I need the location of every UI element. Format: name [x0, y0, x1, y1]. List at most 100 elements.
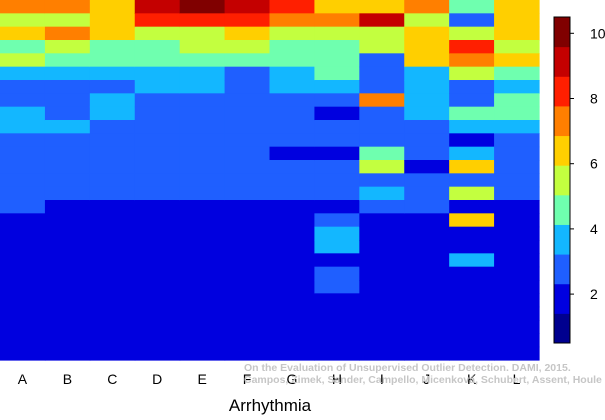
heatmap-cell: [44, 280, 91, 294]
heatmap-cell: [269, 133, 316, 148]
heatmap-cell: [224, 66, 271, 81]
heatmap-cell: [314, 13, 360, 28]
heatmap-cell: [314, 253, 360, 268]
heatmap-cell: [44, 53, 91, 68]
heatmap-cell: [359, 0, 405, 14]
heatmap-cell: [314, 106, 360, 121]
heatmap-cell: [269, 280, 316, 294]
heatmap-cell: [359, 106, 405, 121]
heatmap-cell: [314, 306, 360, 321]
heatmap-cell: [89, 200, 136, 214]
watermark-line-1: On the Evaluation of Unsupervised Outlie…: [244, 362, 571, 374]
heatmap-cell: [44, 40, 91, 54]
heatmap-cell: [359, 13, 405, 28]
heatmap-cell: [0, 266, 46, 281]
heatmap-cell: [494, 240, 540, 254]
heatmap-cell: [404, 66, 450, 81]
heatmap-cell: [359, 320, 405, 334]
heatmap-cell: [449, 0, 495, 14]
heatmap-cell: [89, 306, 136, 321]
heatmap-cell: [224, 40, 271, 54]
heatmap-cell: [134, 200, 181, 214]
colorbar-frame: [553, 16, 571, 344]
heatmap-cell: [269, 40, 316, 54]
heatmap-cell: [449, 293, 495, 308]
heatmap-cell: [44, 26, 91, 41]
x-tick-label: G: [287, 371, 298, 387]
heatmap-cell: [179, 173, 226, 188]
heatmap-cell: [359, 120, 405, 134]
heatmap-cell: [179, 280, 226, 294]
heatmap-cell: [359, 266, 405, 281]
heatmap-cell: [359, 53, 405, 68]
heatmap-cell: [449, 133, 495, 148]
heatmap-cell: [359, 306, 405, 321]
heatmap-cell: [269, 293, 316, 308]
heatmap-cell: [314, 293, 360, 308]
heatmap-cell: [179, 106, 226, 121]
heatmap-cell: [0, 26, 46, 41]
heatmap-cell: [359, 133, 405, 148]
heatmap-cell: [449, 320, 495, 334]
heatmap-cell: [134, 66, 181, 81]
heatmap-cell: [224, 226, 271, 241]
colorbar-band: [554, 283, 570, 314]
heatmap-cell: [179, 266, 226, 281]
x-tick-label: J: [423, 371, 430, 387]
heatmap-cell: [44, 200, 91, 214]
heatmap-cell: [134, 280, 181, 294]
heatmap-cell: [449, 173, 495, 188]
colorbar-band: [554, 224, 570, 255]
heatmap-cell: [134, 106, 181, 121]
heatmap-cell: [134, 40, 181, 54]
heatmap-cell: [494, 320, 540, 334]
heatmap-cell: [44, 0, 91, 14]
heatmap-cell: [449, 240, 495, 254]
heatmap-cell: [269, 320, 316, 334]
heatmap-cell: [269, 333, 316, 348]
heatmap-cell: [134, 320, 181, 334]
heatmap-cell: [224, 293, 271, 308]
heatmap-cell: [179, 53, 226, 68]
heatmap-cell: [89, 53, 136, 68]
heatmap-cell: [269, 13, 316, 28]
heatmap-cell: [179, 26, 226, 41]
heatmap-cell: [269, 53, 316, 68]
heatmap-cell: [404, 93, 450, 108]
heatmap-cell: [179, 120, 226, 134]
heatmap-cell: [314, 226, 360, 241]
heatmap-cell: [404, 173, 450, 188]
heatmap-cell: [224, 320, 271, 334]
heatmap-cell: [269, 266, 316, 281]
heatmap-cell: [494, 280, 540, 294]
heatmap-cell: [314, 173, 360, 188]
heatmap-cell: [179, 160, 226, 174]
heatmap-cell: [449, 120, 495, 134]
heatmap-cell: [494, 0, 540, 14]
heatmap-cell: [224, 106, 271, 121]
heatmap-cell: [0, 186, 46, 201]
heatmap-cell: [404, 346, 450, 361]
heatmap-cell: [224, 346, 271, 361]
colorbar-band: [554, 135, 570, 166]
heatmap-cell: [494, 186, 540, 201]
heatmap-cell: [494, 293, 540, 308]
heatmap-cell: [44, 93, 91, 108]
heatmap-cell: [134, 93, 181, 108]
heatmap-cell: [44, 106, 91, 121]
heatmap-cell: [494, 266, 540, 281]
heatmap-cell: [314, 146, 360, 161]
x-tick-label: C: [107, 371, 117, 387]
heatmap-cell: [404, 293, 450, 308]
heatmap-cell: [494, 346, 540, 361]
heatmap-cell: [89, 26, 136, 41]
heatmap-cell: [314, 266, 360, 281]
heatmap-cell: [269, 80, 316, 94]
heatmap-cell: [269, 106, 316, 121]
heatmap-cell: [179, 346, 226, 361]
heatmap-cell: [0, 306, 46, 321]
heatmap-cells: [0, 0, 540, 361]
heatmap-cell: [44, 13, 91, 28]
heatmap-cell: [134, 173, 181, 188]
